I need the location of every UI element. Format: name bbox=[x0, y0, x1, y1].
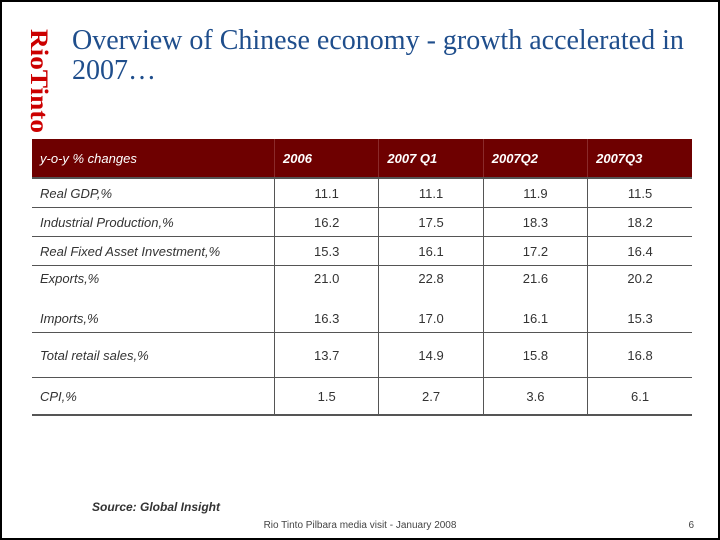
table-cell: 18.3 bbox=[483, 207, 589, 237]
table-cell: 6.1 bbox=[587, 377, 692, 416]
table-cell: 11.1 bbox=[274, 177, 380, 208]
rio-tinto-logo-text: RioTinto bbox=[25, 29, 52, 133]
table-cell: 18.2 bbox=[587, 207, 692, 237]
row-label: Industrial Production,% bbox=[32, 207, 275, 237]
column-header-2007q3: 2007Q3 bbox=[596, 150, 643, 166]
row-label-pair: Exports,% Imports,% bbox=[32, 265, 275, 333]
table-cell-pair: 22.8 17.0 bbox=[378, 265, 484, 333]
source-note: Source: Global Insight bbox=[92, 500, 221, 514]
row-label: Real GDP,% bbox=[32, 177, 275, 208]
table-cell: 3.6 bbox=[483, 377, 589, 416]
table-row-fixed-asset-investment: Real Fixed Asset Investment,% 15.3 16.1 … bbox=[32, 236, 692, 266]
table-cell: 17.2 bbox=[483, 236, 589, 266]
column-header-2007q2: 2007Q2 bbox=[483, 139, 589, 178]
table-cell: 21.6 bbox=[522, 271, 549, 286]
table-cell: 15.3 bbox=[274, 236, 380, 266]
table-cell: 13.7 bbox=[274, 332, 380, 378]
table-cell: 16.3 bbox=[314, 311, 340, 326]
table-cell: 11.9 bbox=[483, 177, 589, 208]
table-cell: 21.0 bbox=[314, 271, 340, 286]
table-cell: 16.1 bbox=[378, 236, 484, 266]
table-cell: 15.8 bbox=[483, 332, 589, 378]
table-cell: 22.8 bbox=[418, 271, 444, 286]
row-label: CPI,% bbox=[32, 377, 275, 416]
table-cell: 11.1 bbox=[378, 177, 484, 208]
table-cell: 11.5 bbox=[587, 177, 692, 208]
table-cell: 17.0 bbox=[418, 311, 444, 326]
table-cell: 2.7 bbox=[378, 377, 484, 416]
table-row-real-gdp: Real GDP,% 11.1 11.1 11.9 11.5 bbox=[32, 177, 692, 208]
table-cell: 16.2 bbox=[274, 207, 380, 237]
slide-title: Overview of Chinese economy - growth acc… bbox=[72, 25, 684, 86]
table-row-retail-sales: Total retail sales,% 13.7 14.9 15.8 16.8 bbox=[32, 332, 692, 378]
column-header-metric: y-o-y % changes bbox=[32, 139, 275, 178]
column-header-2007q1: 2007 Q1 bbox=[378, 139, 484, 178]
economy-table: y-o-y % changes 2006 2007 Q1 2007Q2 2007… bbox=[32, 139, 692, 416]
row-label-imports: Imports,% bbox=[40, 311, 99, 326]
table-cell-pair: 21.6 16.1 bbox=[483, 265, 589, 333]
rio-tinto-logo: RioTinto bbox=[24, 29, 54, 133]
table-cell-pair: 21.0 16.3 bbox=[274, 265, 380, 333]
column-header-2006: 2006 bbox=[274, 139, 380, 178]
table-cell: 16.1 bbox=[522, 311, 549, 326]
table-header-row: y-o-y % changes 2006 2007 Q1 2007Q2 2007… bbox=[32, 139, 692, 178]
table-cell: 16.8 bbox=[587, 332, 692, 378]
row-label: Total retail sales,% bbox=[32, 332, 275, 378]
row-label-exports: Exports,% bbox=[40, 271, 100, 286]
table-row-industrial-production: Industrial Production,% 16.2 17.5 18.3 1… bbox=[32, 207, 692, 237]
row-label: Real Fixed Asset Investment,% bbox=[32, 236, 275, 266]
table-cell: 17.5 bbox=[378, 207, 484, 237]
table-row-exports-imports: Exports,% Imports,% 21.0 16.3 22.8 17.0 … bbox=[32, 265, 692, 333]
table-cell: 1.5 bbox=[274, 377, 380, 416]
footer-text: Rio Tinto Pilbara media visit - January … bbox=[263, 520, 457, 531]
table-row-cpi: CPI,% 1.5 2.7 3.6 6.1 bbox=[32, 377, 692, 416]
table-cell: 20.2 bbox=[627, 271, 653, 286]
table-cell: 14.9 bbox=[378, 332, 484, 378]
table-cell: 15.3 bbox=[627, 311, 653, 326]
table-cell: 16.4 bbox=[587, 236, 692, 266]
rio-tinto-logo-mark: RioTinto bbox=[25, 29, 52, 133]
table-cell-pair: 20.2 15.3 bbox=[587, 265, 692, 333]
page-number: 6 bbox=[688, 520, 694, 531]
